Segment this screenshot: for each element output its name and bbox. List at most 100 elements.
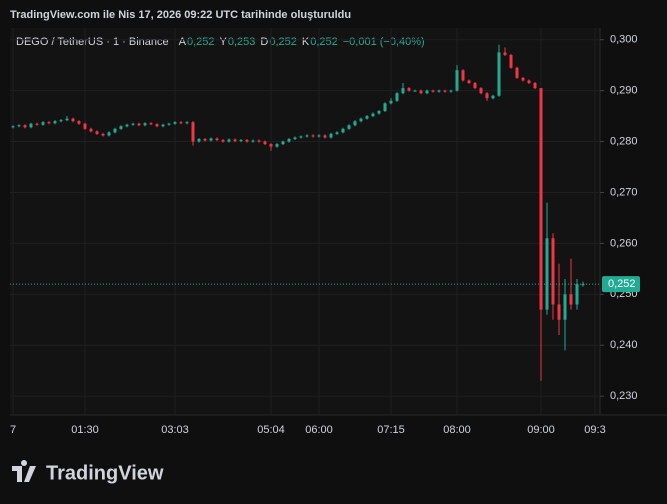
candle-body xyxy=(53,121,57,124)
candle-body xyxy=(59,120,63,122)
legend-value: 0,253 xyxy=(228,36,256,48)
candle-body xyxy=(203,139,207,141)
candle-body xyxy=(455,70,459,91)
candle-body xyxy=(425,90,429,94)
legend-key: A xyxy=(179,36,187,48)
x-tick-label: 09:00 xyxy=(527,424,555,436)
candle-body xyxy=(209,138,213,141)
symbol: DEGO / TetherUS · 1 · Binance xyxy=(16,36,169,48)
candles xyxy=(11,44,585,381)
candle-body xyxy=(335,132,339,134)
candle-body xyxy=(47,122,51,124)
x-tick-label: 09:3 xyxy=(584,424,605,436)
candle-body xyxy=(83,123,87,129)
candle-body xyxy=(17,125,21,127)
candle-body xyxy=(503,52,507,55)
candle-body xyxy=(485,93,489,99)
candle-body xyxy=(521,77,525,81)
candle-body xyxy=(77,121,81,124)
candle-body xyxy=(137,123,141,126)
y-tick-label: 0,230 xyxy=(610,390,638,402)
logo-icon xyxy=(12,460,36,482)
candle-body xyxy=(119,126,123,129)
candle-body xyxy=(551,238,555,305)
candle-body xyxy=(365,116,369,119)
candle-body xyxy=(479,88,483,94)
legend-value: 0,252 xyxy=(310,36,338,48)
logo: TradingView xyxy=(12,460,164,484)
candle-body xyxy=(443,90,447,92)
candle-body xyxy=(533,82,537,89)
candle-body xyxy=(257,140,261,142)
candle-body xyxy=(497,52,501,96)
y-tick-label: 0,270 xyxy=(610,186,638,198)
candle-body xyxy=(569,294,573,305)
candle-body xyxy=(437,90,441,92)
candle-body xyxy=(509,54,513,68)
legend-value: 0,252 xyxy=(187,36,215,48)
x-tick-label: 08:00 xyxy=(443,424,471,436)
x-axis: 7 01:30 03:03 05:04 06:00 07:15 08:00 09:00 09:3 xyxy=(10,424,606,436)
x-tick-label: 03:03 xyxy=(161,424,189,436)
candle-body xyxy=(473,82,477,89)
candle-body xyxy=(197,139,201,142)
candle-body xyxy=(65,118,69,121)
candle-body xyxy=(149,123,153,125)
candle-body xyxy=(515,67,519,78)
legend-key: K xyxy=(302,36,310,48)
y-tick-label: 0,280 xyxy=(610,135,638,147)
candle-body xyxy=(395,93,399,101)
candle-body xyxy=(263,141,267,145)
candle-body xyxy=(251,140,255,142)
candle-body xyxy=(353,121,357,126)
candle-body xyxy=(185,122,189,124)
last-price-label: 0,252 xyxy=(608,278,636,290)
candle-body xyxy=(101,133,105,136)
candle-body xyxy=(221,140,225,142)
plot-area xyxy=(10,28,600,415)
candle-body xyxy=(539,88,543,310)
y-tick-label: 0,260 xyxy=(610,237,638,249)
y-tick-label: 0,240 xyxy=(610,339,638,351)
candle-body xyxy=(269,144,273,147)
candle-body xyxy=(557,304,561,320)
legend-key: D xyxy=(260,36,268,48)
y-tick-label: 0,290 xyxy=(610,85,638,97)
x-tick-label: 7 xyxy=(10,424,16,436)
candle-body xyxy=(113,128,117,133)
candle-body xyxy=(71,118,75,122)
legend: DEGO / TetherUS · 1 · Binance A 0,252 Y 0,25… xyxy=(16,36,425,48)
candle-body xyxy=(125,124,129,127)
candle-body xyxy=(401,88,405,94)
candle-body xyxy=(383,103,387,112)
candle-body xyxy=(11,126,15,128)
candle-body xyxy=(227,139,231,142)
caption: TradingView.com ile Nis 17, 2026 09:22 U… xyxy=(10,9,351,21)
candle-body xyxy=(305,135,309,137)
candle-body xyxy=(545,238,549,310)
legend-value: 0,252 xyxy=(269,36,297,48)
candle-body xyxy=(431,90,435,92)
candle-body xyxy=(179,122,183,124)
candle-body xyxy=(341,128,345,133)
candle-body xyxy=(419,90,423,94)
candle-body xyxy=(89,128,93,132)
candle-body xyxy=(563,294,567,320)
candle-body xyxy=(167,123,171,125)
x-tick-label: 01:30 xyxy=(71,424,99,436)
candle-body xyxy=(299,136,303,138)
candle-body xyxy=(245,140,249,142)
candle-body xyxy=(413,90,417,92)
candle-body xyxy=(461,70,465,81)
candle-body xyxy=(317,135,321,137)
x-tick-label: 06:00 xyxy=(305,424,333,436)
candle-body xyxy=(35,123,39,125)
candle-body xyxy=(347,125,351,129)
candle-body xyxy=(491,95,495,99)
candle-body xyxy=(575,284,579,305)
candle-body xyxy=(107,132,111,136)
candle-body xyxy=(323,135,327,138)
x-tick-label: 07:15 xyxy=(377,424,405,436)
candle-body xyxy=(329,133,333,138)
